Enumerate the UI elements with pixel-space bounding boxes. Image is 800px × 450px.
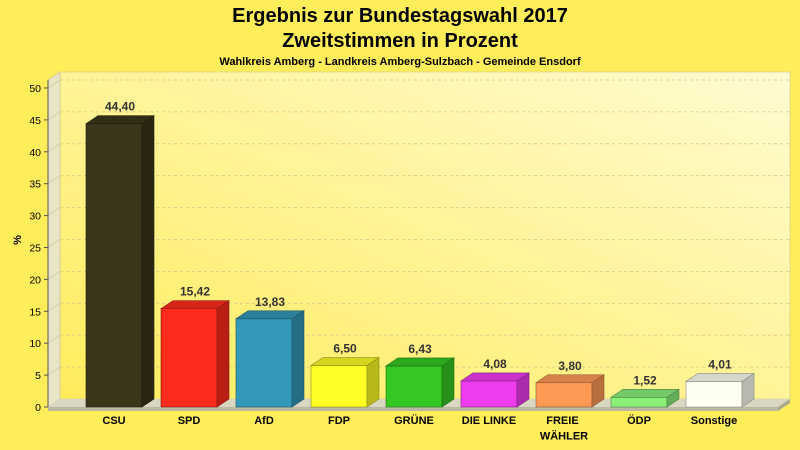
bar-top [85, 115, 155, 125]
gridline-side [47, 207, 61, 216]
bar-die-linke [460, 372, 530, 408]
y-tick-label: 0 [35, 402, 41, 414]
bars [85, 115, 755, 408]
gridline-side [47, 79, 61, 89]
category-label-line: FREIE [546, 415, 581, 427]
bar-side [216, 300, 230, 408]
category-label-odp: ÖDP [627, 414, 651, 427]
floor-front [48, 407, 778, 411]
value-label-sonstige: 4,01 [708, 357, 732, 371]
bar-side [141, 115, 155, 408]
y-tick-label: 45 [29, 115, 41, 127]
y-tick-label: 40 [29, 147, 41, 159]
y-axis-label: % [12, 235, 24, 245]
bar-front [160, 308, 218, 408]
bar-side [366, 356, 380, 408]
category-label-afd: AfD [254, 415, 274, 427]
bar-freie-wahler [535, 374, 605, 408]
bar-csu [85, 115, 155, 408]
value-label-afd: 13,83 [255, 295, 285, 309]
bar-afd [235, 310, 305, 408]
bar-top [610, 389, 680, 398]
gridline-side [47, 366, 61, 376]
gridline-side [47, 175, 61, 185]
y-tick-label: 10 [29, 338, 41, 350]
category-label-die-linke: DIE LINKE [462, 415, 516, 427]
value-label-spd: 15,42 [180, 285, 210, 299]
bar-front [460, 380, 518, 408]
y-tick-label: 50 [29, 83, 41, 95]
y-tick-label: 25 [29, 243, 41, 255]
category-label-spd: SPD [178, 415, 201, 427]
y-axis: 0 5 10 15 20 25 30 35 40 45 50 [29, 83, 48, 414]
bar-odp [610, 388, 680, 408]
y-tick-label: 20 [29, 274, 41, 286]
gridline-side [47, 302, 61, 312]
bar-top [235, 310, 305, 320]
bar-top [160, 300, 230, 309]
bar-front [310, 365, 368, 408]
gridline-side [47, 271, 61, 280]
y-tick-label: 15 [29, 306, 41, 318]
gridline-side [47, 111, 61, 121]
category-label-csu: CSU [102, 415, 125, 427]
value-label-csu: 44,40 [105, 100, 135, 114]
y-tick-label: 30 [29, 211, 41, 223]
bar-front [385, 365, 443, 408]
bar-front [610, 397, 668, 408]
bar-front [235, 318, 293, 408]
chart-subtitle: Wahlkreis Amberg - Landkreis Amberg-Sulz… [219, 56, 581, 68]
bar-front [685, 381, 743, 408]
floor-side [778, 399, 790, 411]
gridline-side [47, 143, 61, 153]
category-label-line: WÄHLER [540, 430, 588, 443]
bar-front [85, 123, 143, 408]
bar-front [535, 382, 593, 408]
y-tick-label: 5 [35, 370, 41, 382]
category-label-freie-wahler: FREIE WÄHLER [540, 415, 588, 443]
value-label-grune: 6,43 [408, 342, 432, 356]
gridline-side [47, 334, 61, 344]
value-label-fdp: 6,50 [333, 342, 357, 356]
bar-sonstige [685, 372, 755, 408]
bar-grune [385, 357, 455, 408]
value-label-freie-wahler: 3,80 [558, 359, 582, 373]
category-label-fdp: FDP [328, 415, 350, 427]
bar-fdp [310, 356, 380, 408]
bar-top [685, 373, 755, 382]
value-label-odp: 1,52 [633, 373, 657, 387]
bar-top [535, 374, 605, 384]
value-labels: 44,40 15,42 13,83 6,50 6,43 4,08 3,80 1,52 4,01 [105, 100, 732, 388]
chart-title-line2: Zweitstimmen in Prozent [282, 30, 518, 52]
category-label-sonstige: Sonstige [691, 415, 737, 427]
gridline-side [47, 239, 61, 248]
bar-top [385, 357, 455, 367]
category-label-grune: GRÜNE [394, 414, 434, 427]
bar-side [441, 357, 455, 408]
value-label-die-linke: 4,08 [483, 357, 507, 371]
chart-title: Ergebnis zur Bundestagswahl 2017 [232, 5, 568, 27]
y-tick-label: 35 [29, 179, 41, 191]
bar-top [310, 357, 380, 366]
bar-spd [160, 300, 230, 408]
bar-side [291, 310, 305, 408]
bar-top [460, 372, 530, 382]
x-axis-labels: CSU SPD AfD FDP GRÜNE DIE LINKE FREIE WÄHLER ÖD… [102, 414, 737, 443]
left-wall [47, 71, 61, 408]
